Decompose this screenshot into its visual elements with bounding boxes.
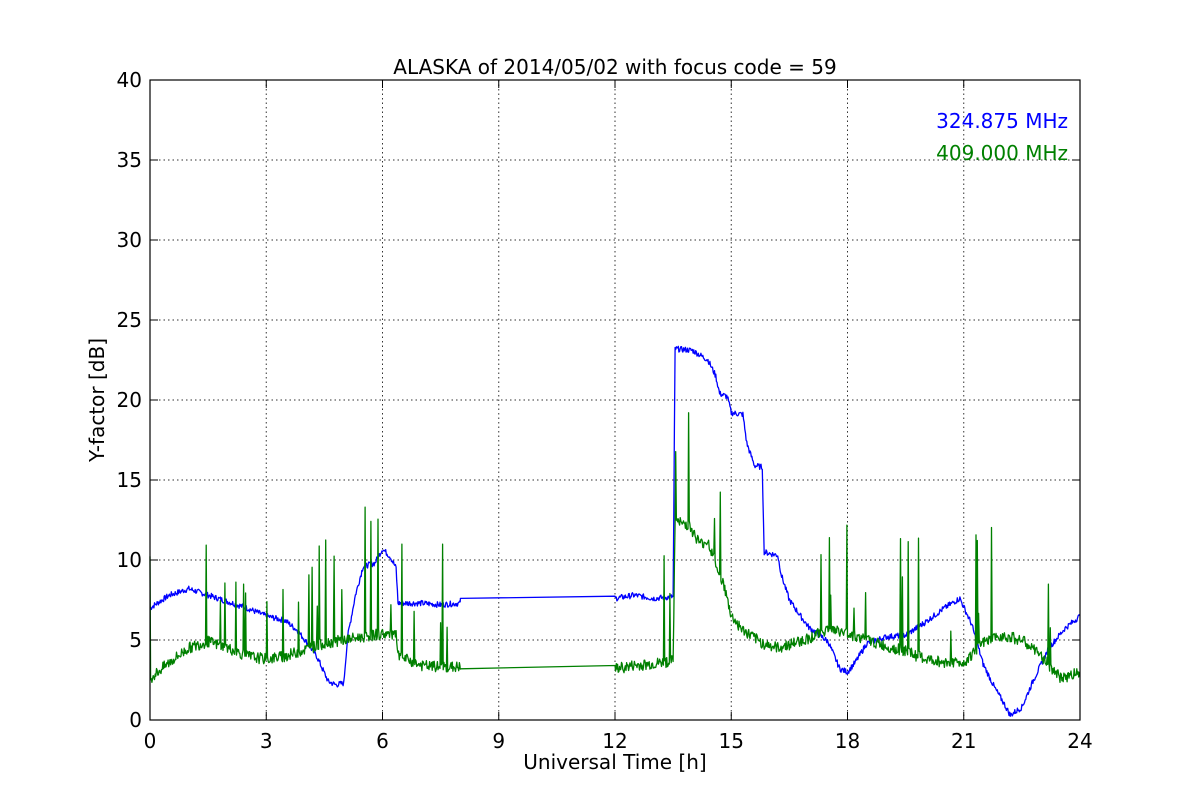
- x-tick-labels: 0 3 6 9 12 15 18 21 24: [144, 729, 1093, 753]
- x-tick-label: 3: [260, 729, 273, 753]
- y-tick-label: 20: [117, 388, 142, 412]
- x-tick-label: 24: [1067, 729, 1092, 753]
- x-tick-label: 9: [492, 729, 505, 753]
- x-tick-label: 6: [376, 729, 389, 753]
- chart-title: ALASKA of 2014/05/02 with focus code = 5…: [393, 55, 836, 79]
- y-tick-labels: 0 5 10 15 20 25 30 35 40: [117, 68, 142, 732]
- x-tick-label: 0: [144, 729, 157, 753]
- y-tick-label: 40: [117, 68, 142, 92]
- y-tick-label: 25: [117, 308, 142, 332]
- grid-lines: [150, 80, 1080, 720]
- legend-entry-1: 324.875 MHz: [936, 109, 1068, 133]
- y-axis-label: Y-factor [dB]: [85, 338, 109, 463]
- x-axis-label: Universal Time [h]: [523, 750, 706, 774]
- x-tick-label: 18: [835, 729, 860, 753]
- axis-ticks: [149, 79, 1081, 721]
- x-tick-label: 21: [951, 729, 976, 753]
- x-tick-label: 15: [719, 729, 744, 753]
- y-tick-label: 35: [117, 148, 142, 172]
- y-tick-label: 5: [129, 628, 142, 652]
- y-tick-label: 15: [117, 468, 142, 492]
- y-tick-label: 30: [117, 228, 142, 252]
- series-line-2: [149, 412, 1081, 684]
- series-layer: [149, 345, 1081, 717]
- y-tick-label: 0: [129, 708, 142, 732]
- legend-entry-2: 409.000 MHz: [936, 141, 1068, 165]
- legend: 324.875 MHz 409.000 MHz: [936, 109, 1068, 165]
- y-tick-label: 10: [117, 548, 142, 572]
- x-tick-label: 12: [602, 729, 627, 753]
- series-line-1: [149, 345, 1081, 717]
